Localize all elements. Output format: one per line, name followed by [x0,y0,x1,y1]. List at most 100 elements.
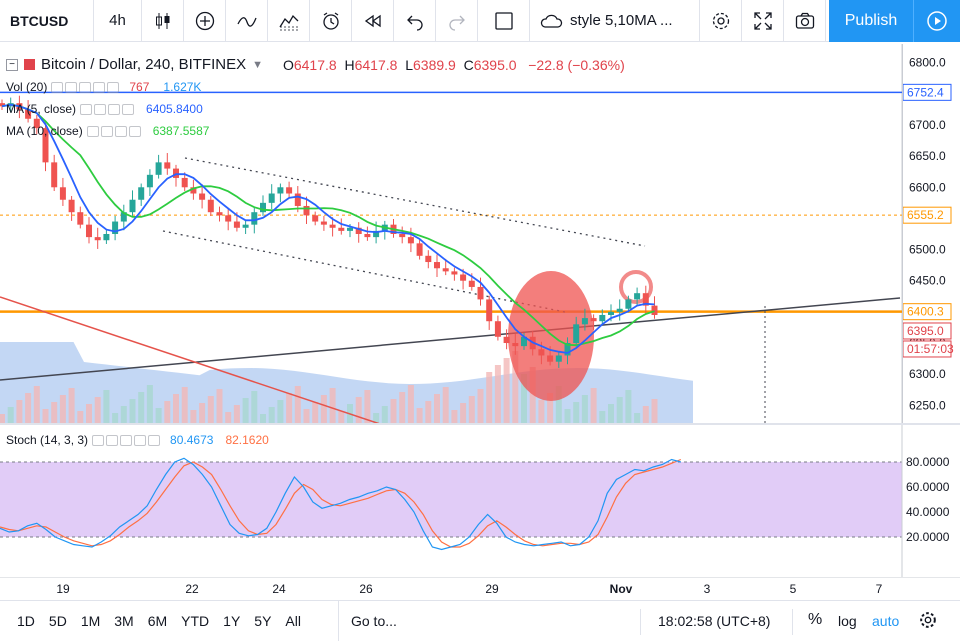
candle-body [634,293,641,300]
candle-body [312,215,319,222]
volume-value: 767 [129,80,150,94]
price-tag-label: 6400.3 [907,305,944,319]
volume-bar [0,414,5,424]
undo-button[interactable] [394,0,436,42]
settings-button[interactable] [700,0,742,42]
candle-body [77,212,84,225]
stoch-chart[interactable]: 80.0000 60.0000 40.0000 20.0000 [0,425,960,577]
candle-body [120,212,127,222]
legend-buttons[interactable] [92,434,161,446]
volume-bar [355,397,362,424]
range-5d[interactable]: 5D [48,613,67,629]
alert-button[interactable] [310,0,352,42]
stoch-axis-label: 20.0000 [906,530,950,544]
volume-bar [190,410,197,424]
pane-separator[interactable] [0,423,960,425]
chart-style-button[interactable] [142,0,184,42]
volume-bar [112,413,119,424]
candle-body [651,305,658,315]
range-1m[interactable]: 1M [80,613,101,629]
range-1y[interactable]: 1Y [223,613,241,629]
collapse-legend-icon[interactable]: − [6,58,18,71]
layout-name: style 5,10MA ... [570,12,673,29]
candle-body [538,349,545,356]
time-axis-label: 5 [790,582,797,596]
publish-button[interactable]: Publish [829,0,913,42]
layout-button[interactable]: style 5,10MA ... [530,0,700,42]
goto-button[interactable]: Go to... [337,600,397,641]
price-axis-label: 6250.0 [909,398,946,412]
candle-body [416,243,423,256]
stoch-pane[interactable]: 80.0000 60.0000 40.0000 20.0000 Stoch (14, … [0,425,960,577]
candle-body [407,237,414,244]
percent-toggle[interactable]: % [808,611,823,628]
legend-buttons[interactable] [80,103,135,115]
redo-button[interactable] [436,0,478,42]
fullscreen-button[interactable] [742,0,784,42]
divider [792,609,793,635]
chevron-down-icon[interactable]: ▼ [252,58,263,71]
price-pane[interactable]: 6800.06750.06700.06650.06600.06550.06500… [0,44,960,424]
templates-button[interactable] [268,0,310,42]
gear-icon [712,12,729,29]
candle-body [129,199,136,213]
candle-body [173,168,179,178]
candle-body [373,230,380,238]
highlight-circle [619,270,653,304]
volume-bar [651,399,658,424]
compare-button[interactable] [226,0,268,42]
candle-body [260,202,266,213]
time-axis-label: 7 [876,582,883,596]
volume-bar [625,390,632,424]
range-1d[interactable]: 1D [17,613,35,629]
volume-bar [590,388,597,424]
volume-bar [242,398,249,424]
range-all[interactable]: All [285,613,301,629]
volume-bar [25,393,32,424]
volume-bar [634,413,641,424]
stoch-legend[interactable]: Stoch (14, 3, 3) 80.4673 82.1620 [6,433,269,447]
range-3m[interactable]: 3M [114,613,134,629]
volume-bar [608,404,614,424]
price-tag-label: 6555.2 [907,208,944,222]
replay-button[interactable] [352,0,394,42]
ma10-legend[interactable]: MA (10, close) 6387.5587 [6,124,209,138]
range-5y[interactable]: 5Y [254,613,272,629]
range-ytd[interactable]: YTD [181,613,210,629]
volume-bar [216,389,223,424]
volume-bar [286,393,293,424]
candle-body [494,321,501,337]
candle-body [225,215,232,222]
volume-bar [477,389,484,424]
candle-body [521,336,527,347]
range-6m[interactable]: 6M [147,613,168,629]
candle-body [51,162,58,188]
ma5-legend[interactable]: MA (5, close) 6405.8400 [6,102,203,116]
play-button[interactable] [913,0,960,42]
stoch-axis-label: 80.0000 [906,455,950,469]
price-chart[interactable]: 6800.06750.06700.06650.06600.06550.06500… [0,44,960,424]
clock[interactable]: 18:02:58 (UTC+8) [658,613,771,629]
wave-icon [236,16,257,27]
volume-bar [547,393,554,424]
chart-settings-button[interactable] [918,610,938,633]
fullscreen-select-button[interactable] [478,0,530,42]
symbol-search-button[interactable]: BTCUSD [0,0,94,42]
candle-body [190,187,197,194]
price-axis-label: 6450.0 [909,274,946,288]
snapshot-button[interactable] [784,0,826,42]
legend-buttons[interactable] [86,125,141,137]
auto-toggle[interactable]: auto [872,613,900,629]
time-axis[interactable]: 19 22 24 26 29 Nov 3 5 7 [0,577,960,600]
volume-legend[interactable]: Vol (20) 767 1.627K [6,80,201,94]
price-axis-label: 6600.0 [909,180,946,194]
price-tag-box [902,303,952,321]
legend-buttons[interactable] [51,81,120,93]
candle-body [590,318,597,322]
indicators-button[interactable] [184,0,226,42]
volume-bar [173,394,179,424]
interval-button[interactable]: 4h [94,0,142,42]
volume-bar [68,388,75,424]
price-axis-label: 6300.0 [909,367,946,381]
log-toggle[interactable]: log [838,613,857,629]
